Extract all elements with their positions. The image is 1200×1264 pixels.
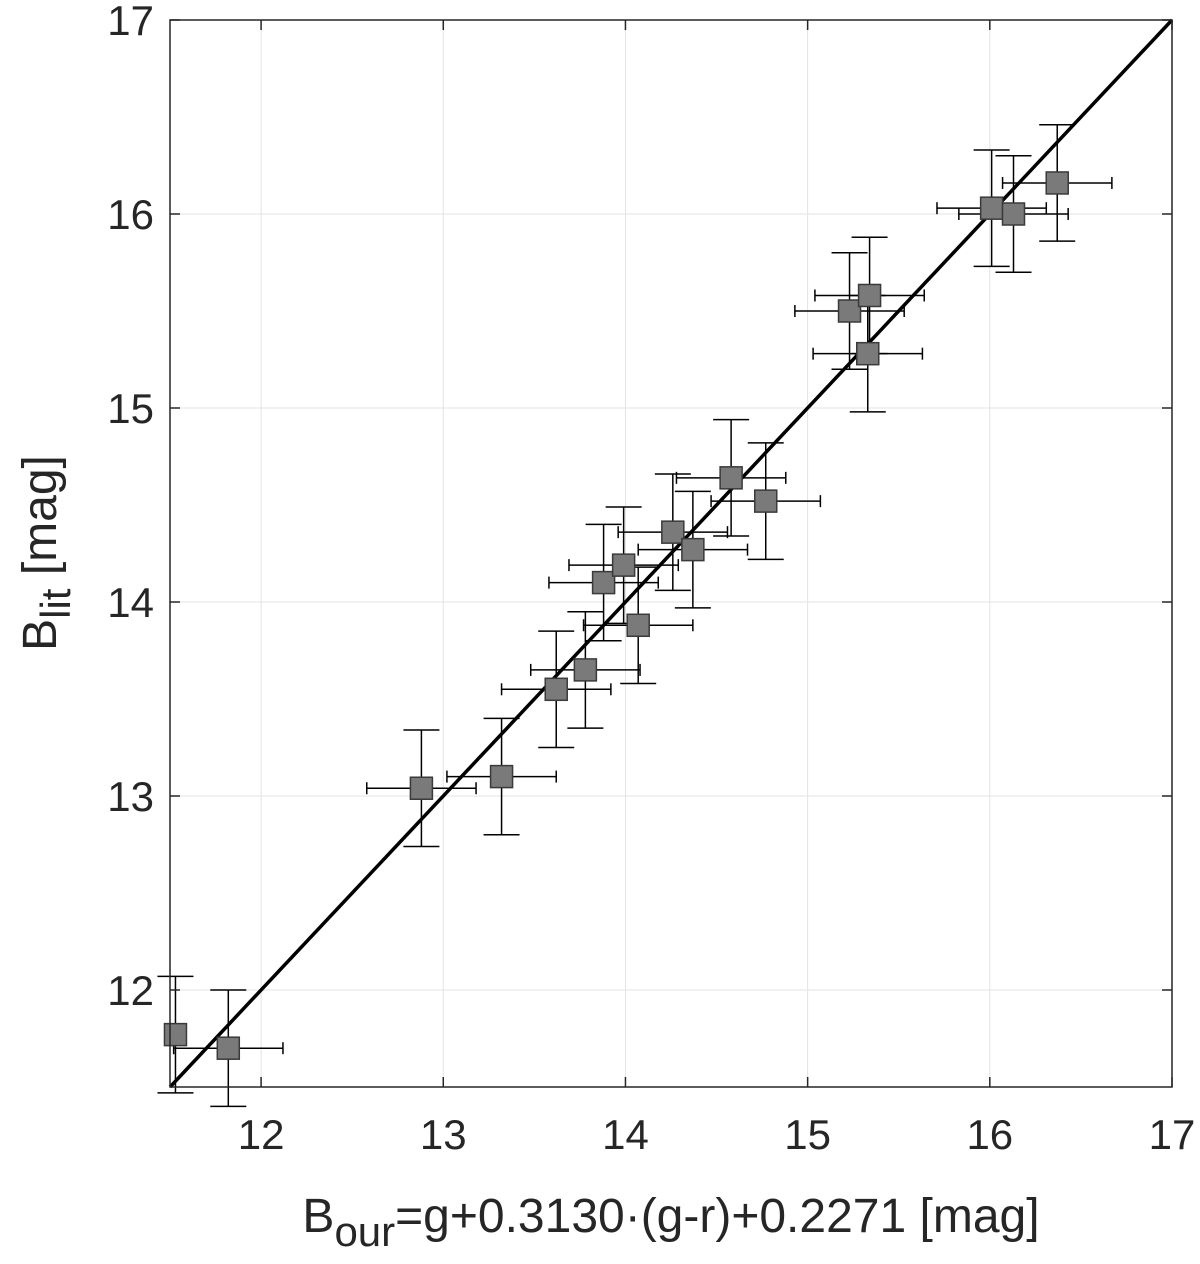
data-point <box>753 489 778 513</box>
data-point <box>591 570 616 595</box>
data-point <box>681 537 705 562</box>
x-axis-label-subscript: our <box>334 1208 395 1255</box>
data-point <box>1001 202 1026 226</box>
data-point <box>573 658 598 682</box>
axis-ticks: 12 13 14 15 16 17 12 13 14 15 16 17 <box>107 0 1195 1158</box>
y-tick-label: 13 <box>107 773 154 820</box>
data-point <box>1045 171 1069 195</box>
x-tick-label: 17 <box>1149 1111 1196 1158</box>
data-point <box>489 764 514 789</box>
data-point <box>719 466 743 490</box>
data-point <box>611 553 636 577</box>
data-point <box>626 613 650 638</box>
data-point <box>857 283 882 308</box>
y-axis-label-rest: [mag] <box>14 455 67 588</box>
x-axis-label-main: B <box>302 1190 334 1243</box>
x-tick-label: 15 <box>784 1111 831 1158</box>
y-tick-label: 17 <box>107 0 154 44</box>
data-points <box>163 171 1069 1060</box>
x-axis-label: Bour=g+0.3130·(g-r)+0.2271 [mag] <box>302 1190 1039 1255</box>
y-axis-label-subscript: lit <box>32 588 79 619</box>
data-point <box>544 677 568 702</box>
data-point <box>856 341 880 366</box>
data-point <box>163 1022 188 1047</box>
x-tick-label: 14 <box>602 1111 649 1158</box>
x-axis-label-rest: =g+0.3130·(g-r)+0.2271 [mag] <box>395 1190 1039 1243</box>
data-point <box>409 776 434 800</box>
reference-line-layer <box>168 18 1174 1089</box>
plot-frame <box>169 19 1173 1088</box>
x-tick-label: 16 <box>966 1111 1013 1158</box>
x-tick-label: 13 <box>420 1111 467 1158</box>
data-point <box>661 520 685 544</box>
y-axis-label: Blit [mag] <box>14 455 79 651</box>
data-point <box>216 1036 241 1060</box>
x-tick-label: 12 <box>238 1111 285 1158</box>
y-tick-label: 16 <box>107 191 154 238</box>
data-point <box>979 196 1004 220</box>
y-tick-label: 15 <box>107 385 154 432</box>
y-tick-label: 14 <box>107 579 154 626</box>
y-axis-label-main: B <box>14 619 67 651</box>
reference-line <box>168 18 1174 1089</box>
data-point <box>837 299 862 323</box>
y-tick-label: 12 <box>107 967 154 1014</box>
